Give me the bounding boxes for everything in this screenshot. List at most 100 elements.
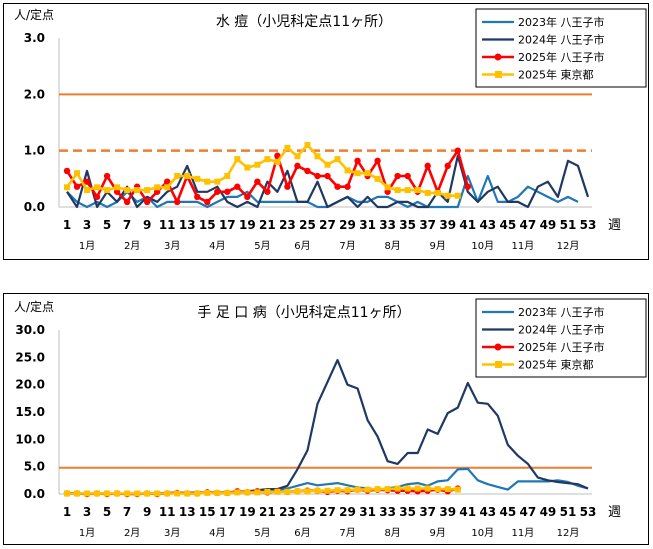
data-point [324, 172, 331, 180]
data-point [204, 198, 211, 206]
legend-marker [495, 71, 502, 78]
y-axis-label: 人/定点 [14, 7, 54, 22]
month-label: 5月 [254, 240, 270, 252]
legend-label: 2025年 八王子市 [518, 50, 605, 64]
data-point [234, 489, 241, 496]
data-point [284, 488, 291, 495]
month-label: 9月 [430, 240, 446, 252]
data-point [324, 161, 331, 168]
x-tick-label: 39 [439, 218, 456, 232]
data-point [84, 490, 91, 497]
y-axis-label: 人/定点 [14, 299, 54, 314]
data-point [294, 488, 301, 495]
x-tick-label: 17 [219, 218, 236, 232]
x-tick-label: 13 [179, 505, 196, 519]
data-point [143, 198, 151, 206]
data-point [384, 184, 391, 191]
data-point [274, 158, 281, 165]
y-tick-label: 20.0 [15, 378, 45, 392]
x-tick-label: 25 [299, 505, 316, 519]
data-point [334, 183, 341, 190]
data-point [234, 183, 241, 190]
x-tick-label: 33 [379, 218, 396, 232]
data-point [174, 490, 181, 497]
legend-label: 2023年 八王子市 [518, 15, 605, 29]
data-point [344, 183, 351, 190]
data-point [404, 172, 411, 180]
x-tick-label: 23 [279, 505, 296, 519]
data-point [454, 192, 461, 199]
data-point [354, 486, 361, 493]
y-tick-label: 30.0 [15, 323, 45, 337]
x-tick-label: 35 [399, 505, 416, 519]
month-label: 7月 [339, 240, 355, 252]
data-point [134, 490, 141, 497]
month-label: 1月 [79, 527, 95, 539]
data-point [314, 153, 321, 160]
data-point [123, 198, 131, 206]
data-point [414, 187, 421, 194]
data-point [424, 162, 431, 170]
x-tick-label: 27 [319, 505, 336, 519]
data-point [414, 485, 421, 492]
month-label: 4月 [209, 240, 225, 252]
data-point [454, 486, 461, 493]
x-tick-label: 21 [259, 505, 276, 519]
x-tick-label: 29 [339, 218, 356, 232]
data-point [84, 187, 91, 194]
data-point [444, 192, 451, 199]
x-tick-label: 43 [479, 218, 496, 232]
x-tick-label: 37 [419, 505, 436, 519]
x-tick-label: 31 [359, 218, 376, 232]
data-point [214, 178, 221, 185]
data-point [304, 142, 311, 149]
data-point [184, 173, 191, 180]
x-tick-label: 5 [103, 505, 111, 519]
data-point [174, 173, 181, 180]
data-point [114, 184, 121, 191]
data-point [304, 167, 311, 175]
month-label: 9月 [430, 527, 446, 539]
data-point [464, 183, 471, 190]
month-label: 12月 [557, 527, 580, 539]
data-point [63, 167, 71, 175]
data-point [244, 164, 251, 171]
data-point [144, 490, 151, 497]
varicella-chart: 水 痘（小児科定点11ヶ所）人/定点0.01.02.03.01 3 5 7 9 11 13 1… [14, 7, 647, 252]
data-point [73, 183, 81, 190]
month-label: 11月 [512, 240, 535, 252]
data-point [214, 188, 221, 195]
month-label: 11月 [512, 527, 535, 539]
data-point [334, 156, 341, 163]
x-tick-label: 33 [379, 505, 396, 519]
x-tick-label: 17 [219, 505, 236, 519]
month-label: 7月 [339, 527, 355, 539]
y-tick-label: 5.0 [24, 460, 45, 474]
data-point [103, 172, 111, 180]
data-point [374, 486, 381, 493]
x-tick-label: 27 [319, 218, 336, 232]
x-tick-label: 47 [520, 505, 537, 519]
data-point [104, 187, 111, 194]
data-point [394, 187, 401, 194]
x-tick-label: 45 [499, 505, 516, 519]
data-point [444, 162, 451, 170]
data-point [194, 175, 201, 182]
x-tick-label: 9 [143, 218, 151, 232]
x-tick-label: 41 [459, 218, 476, 232]
x-tick-label: 19 [239, 218, 256, 232]
data-point [164, 184, 171, 191]
legend-marker [495, 361, 502, 368]
data-point [164, 490, 171, 497]
data-point [454, 147, 461, 154]
chart-title: 手 足 口 病（小児科定点11ヶ所） [197, 305, 410, 321]
data-point [254, 161, 261, 168]
chart-title: 水 痘（小児科定点11ヶ所） [216, 14, 392, 30]
data-point [154, 184, 161, 191]
legend-label: 2024年 八王子市 [518, 323, 605, 337]
month-label: 3月 [164, 240, 180, 252]
data-point [424, 189, 431, 196]
x-tick-label: 29 [339, 505, 356, 519]
series-line-1 [66, 358, 589, 496]
x-tick-label: 11 [159, 218, 176, 232]
